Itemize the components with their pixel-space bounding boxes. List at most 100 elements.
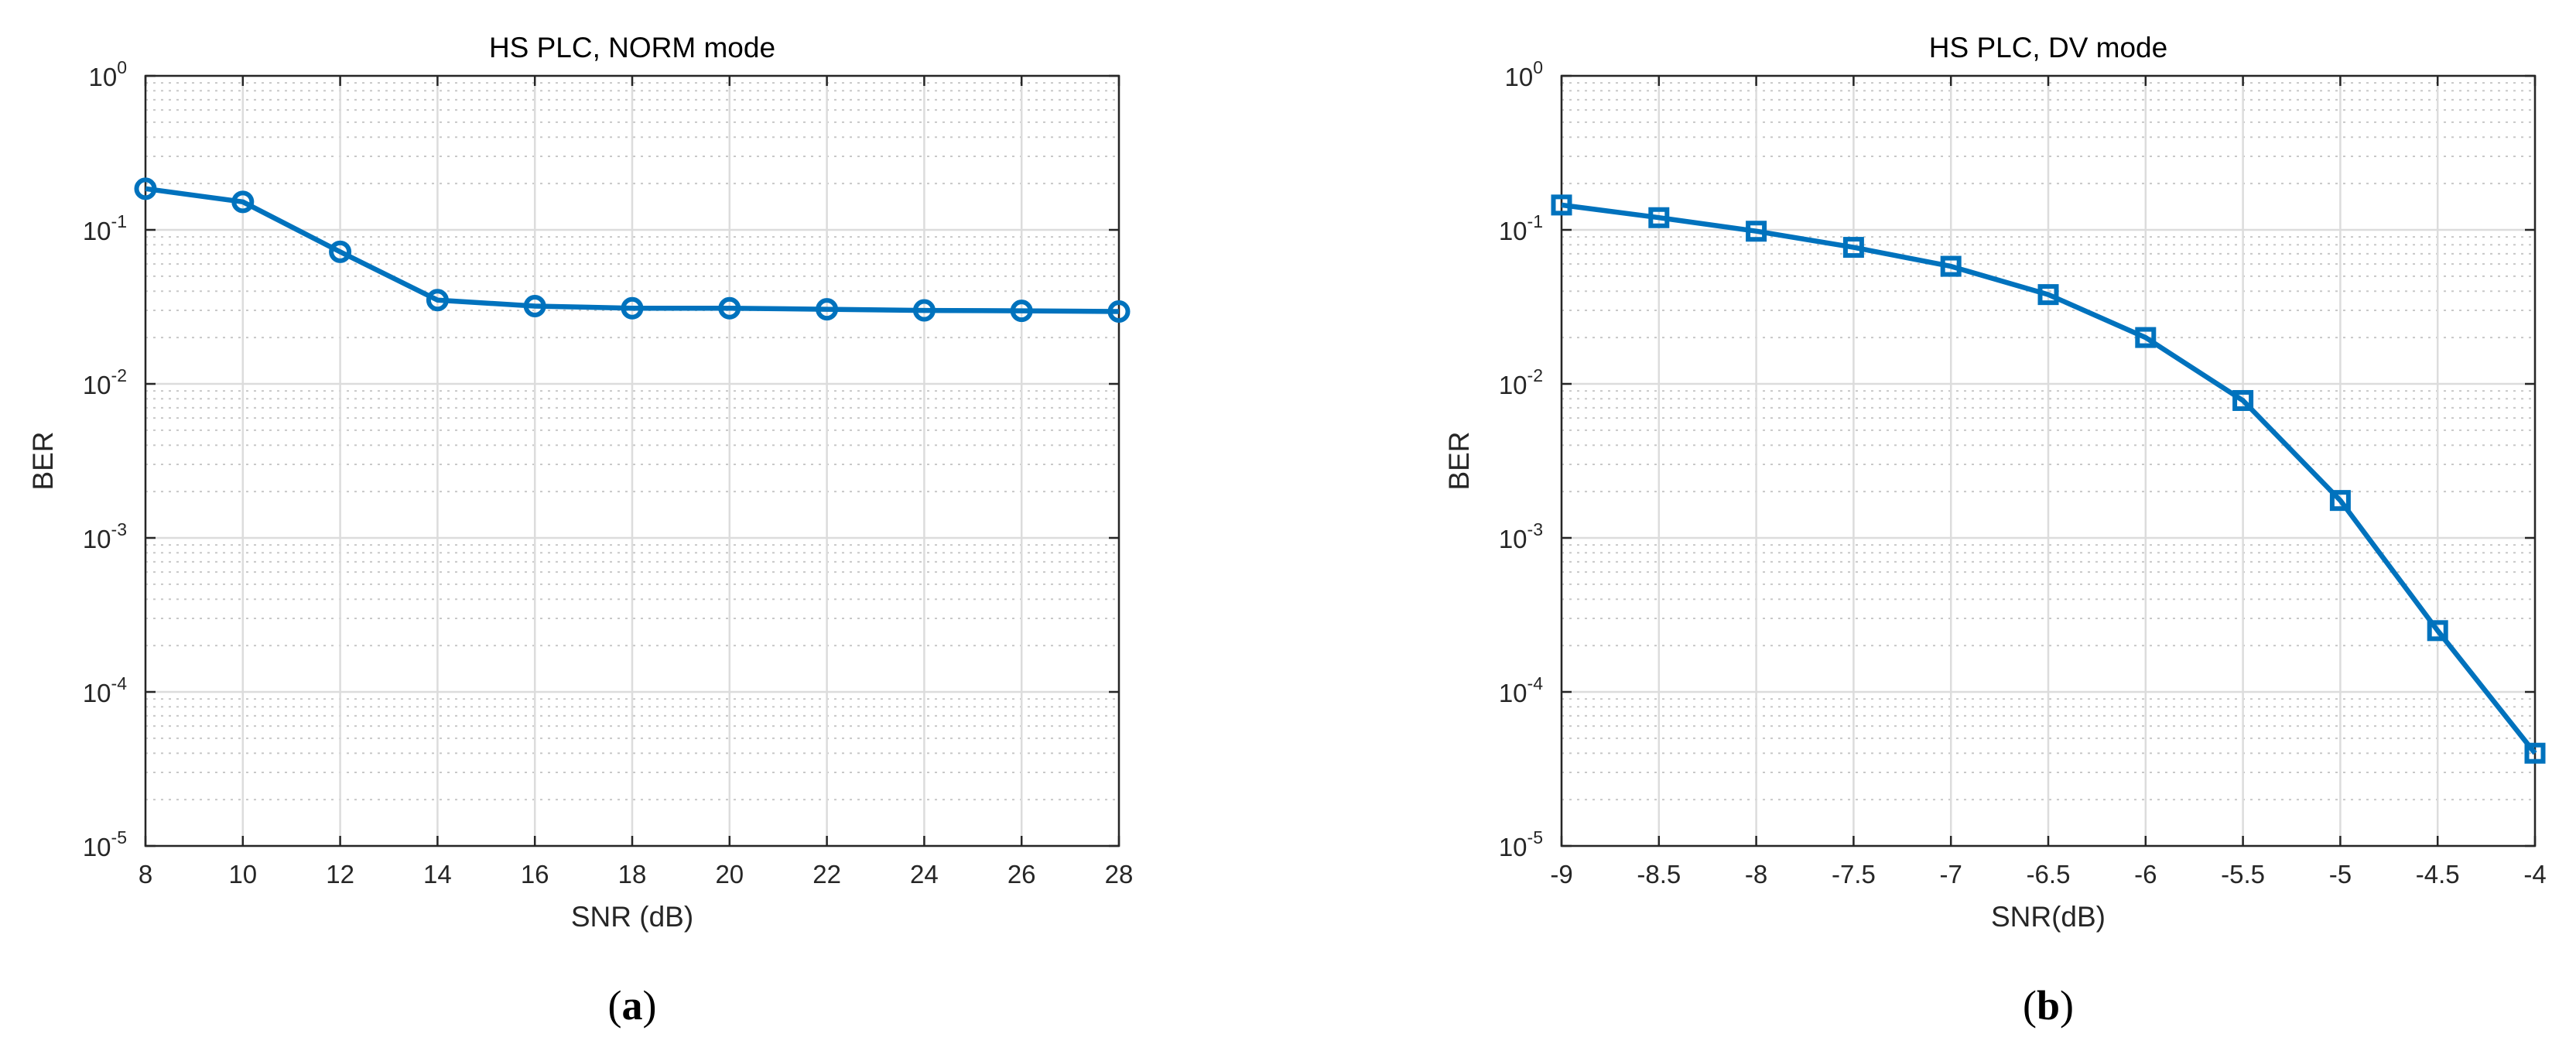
data-point [2037,284,2059,306]
data-point [718,296,741,320]
caption-open: ( [608,982,622,1029]
y-tick-base: 10 [1499,217,1527,245]
data-point [329,240,352,263]
data-point [621,296,644,320]
y-tick-base: 10 [88,63,117,91]
caption-letter: a [622,982,643,1029]
data-point [1746,221,1767,242]
x-tick-label: 8 [139,860,152,889]
data-point [1107,300,1131,324]
data-point [1551,194,1572,216]
data-point [1842,237,1864,259]
x-tick-label: -7.5 [1832,860,1876,889]
x-tick-label: 26 [1007,860,1036,889]
y-axis-label: BER [1443,431,1475,490]
series-0 [134,177,1131,324]
y-tick-label: 10-4 [1499,673,1543,707]
data-point [2232,389,2254,411]
data-point [134,177,157,200]
y-tick-label: 100 [88,57,127,91]
y-tick-exponent: -2 [1527,365,1543,385]
data-point [1940,255,1962,277]
chart-panel-b: -9 -8.5 -8 -7.5 -7 -6.5 -6 -5.5 -5 -4.5 -410-510-4… [1443,32,2547,1029]
data-point [912,299,936,322]
data-point [426,289,449,312]
y-tick-exponent: -1 [111,211,127,231]
y-tick-exponent: -3 [111,519,127,539]
x-tick-label: 28 [1105,860,1134,889]
data-point [523,294,546,317]
x-tick-label: 16 [521,860,549,889]
y-tick-exponent: -1 [1527,211,1543,231]
y-tick-label: 10-5 [83,827,127,861]
y-axis-label: BER [27,431,59,490]
data-point [816,298,839,321]
y-tick-exponent: -5 [111,827,127,847]
data-point [2524,742,2546,764]
y-tick-exponent: -2 [111,365,127,385]
y-tick-exponent: -4 [111,673,128,693]
data-point [1010,300,1033,323]
y-tick-base: 10 [83,679,111,707]
y-tick-exponent: 0 [1533,57,1543,77]
data-point [2427,620,2448,642]
y-tick-base: 10 [83,371,111,399]
caption-close: ) [643,982,657,1029]
y-tick-exponent: -3 [1527,519,1543,539]
y-tick-base: 10 [1499,371,1527,399]
x-tick-label: -8 [1745,860,1767,889]
x-tick-label: 18 [618,860,647,889]
y-tick-base: 10 [83,525,111,553]
y-tick-label: 10-2 [83,365,127,399]
series-0 [1551,194,2546,764]
x-tick-label: -6 [2134,860,2157,889]
x-tick-label: 12 [326,860,354,889]
y-tick-label: 10-4 [83,673,127,707]
series-line [145,186,1120,314]
caption-letter: b [2037,982,2060,1029]
y-tick-label: 10-5 [1499,827,1543,861]
y-tick-base: 10 [1499,833,1527,861]
x-tick-label: -9 [1550,860,1572,889]
caption-close: ) [2060,982,2074,1029]
y-tick-label: 10-1 [83,211,127,245]
data-point [1648,207,1670,228]
y-tick-label: 10-2 [1499,365,1543,399]
x-tick-label: 24 [910,860,939,889]
subfigure-caption: (b) [2023,982,2074,1029]
y-tick-exponent: -5 [1527,827,1543,847]
x-tick-label: 22 [812,860,841,889]
y-tick-label: 10-3 [83,519,127,553]
data-point [2329,490,2351,512]
y-tick-base: 10 [83,217,111,245]
y-tick-exponent: 0 [117,57,127,77]
y-tick-exponent: -4 [1527,673,1544,693]
data-point [231,190,255,214]
x-tick-label: 10 [228,860,257,889]
x-tick-label: -5.5 [2221,860,2265,889]
y-tick-label: 100 [1504,57,1543,91]
x-tick-label: 20 [715,860,744,889]
x-axis-label: SNR (dB) [571,901,693,933]
chart-panel-a: 8 10 12 14 16 18 20 22 24 26 2810-510-410-310-210-… [27,32,1133,1029]
x-tick-label: -8.5 [1637,860,1681,889]
x-tick-label: -5 [2329,860,2352,889]
data-point [2135,327,2157,348]
chart-title: HS PLC, DV mode [1929,32,2167,63]
series-line [1561,202,2537,755]
x-tick-label: -4 [2523,860,2546,889]
x-tick-label: -4.5 [2416,860,2460,889]
y-tick-base: 10 [1499,679,1527,707]
x-tick-label: -7 [1940,860,1962,889]
y-tick-label: 10-3 [1499,519,1543,553]
y-tick-base: 10 [83,833,111,861]
y-tick-label: 10-1 [1499,211,1543,245]
caption-open: ( [2023,982,2037,1029]
y-tick-base: 10 [1499,525,1527,553]
y-tick-base: 10 [1504,63,1533,91]
x-tick-label: -6.5 [2027,860,2071,889]
subfigure-caption: (a) [608,982,657,1029]
x-tick-label: 14 [423,860,452,889]
x-axis-label: SNR(dB) [1991,901,2106,933]
